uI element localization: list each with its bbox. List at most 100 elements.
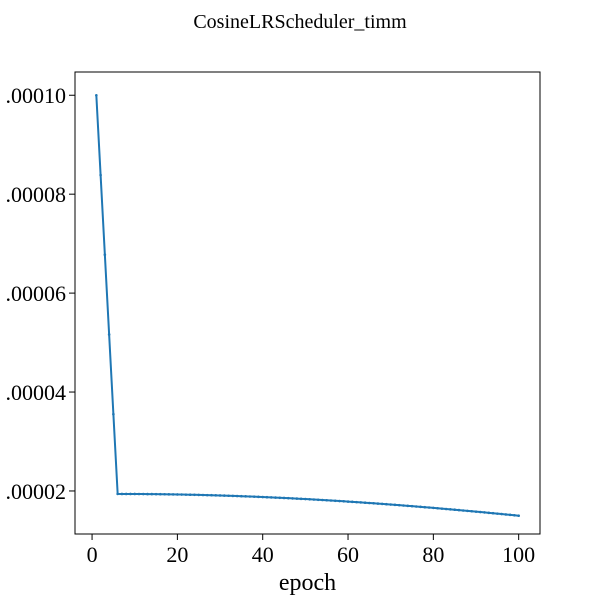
data-point	[359, 501, 363, 504]
data-point	[184, 493, 188, 496]
data-point	[248, 495, 252, 498]
data-point	[389, 503, 392, 506]
data-point	[312, 498, 316, 501]
x-tick-label: 80	[422, 542, 444, 567]
data-point	[461, 509, 465, 512]
data-point	[282, 496, 286, 500]
data-point	[385, 502, 388, 506]
data-point	[167, 493, 171, 496]
data-point	[201, 493, 205, 497]
data-point	[423, 505, 427, 509]
data-point	[466, 509, 469, 513]
data-point	[380, 502, 384, 506]
x-tick-label: 100	[502, 542, 535, 567]
data-point	[346, 500, 350, 503]
data-point	[393, 503, 397, 507]
data-point	[205, 493, 209, 497]
data-point	[107, 333, 111, 336]
x-tick-label: 20	[166, 542, 188, 567]
data-point	[368, 501, 371, 505]
data-point	[274, 496, 277, 499]
data-point	[95, 93, 98, 97]
data-point	[517, 514, 520, 517]
data-point	[210, 493, 213, 497]
data-point	[338, 499, 341, 503]
data-point	[188, 493, 192, 497]
plot-frame	[74, 71, 541, 535]
data-point	[432, 506, 435, 510]
data-point	[193, 493, 196, 497]
data-point	[457, 508, 461, 512]
data-point	[325, 498, 329, 502]
x-tick-label: 60	[337, 542, 359, 567]
data-point	[159, 492, 162, 496]
data-point	[223, 494, 226, 497]
data-point	[240, 494, 243, 498]
data-point	[227, 494, 230, 498]
data-point	[496, 512, 499, 515]
data-point	[146, 492, 149, 496]
data-point	[470, 509, 474, 513]
y-tick-label: .00010	[6, 83, 67, 108]
data-point	[244, 495, 247, 498]
data-point	[444, 507, 448, 511]
data-point	[299, 497, 303, 501]
data-point	[214, 494, 218, 497]
data-point	[154, 492, 158, 496]
data-point	[137, 492, 141, 496]
data-point	[163, 492, 166, 496]
data-point	[483, 511, 486, 514]
data-point	[342, 500, 346, 503]
data-point	[261, 495, 265, 499]
data-point	[99, 173, 102, 177]
data-point	[171, 493, 175, 496]
data-point	[265, 495, 269, 499]
data-point	[487, 511, 491, 515]
data-point	[500, 512, 503, 516]
data-point	[329, 499, 333, 502]
data-point	[402, 504, 405, 507]
data-point	[278, 496, 282, 500]
data-point	[440, 507, 444, 510]
series-line	[95, 95, 519, 517]
data-point	[257, 495, 260, 499]
data-point	[474, 510, 478, 513]
data-point	[150, 492, 154, 496]
data-point	[141, 492, 145, 496]
data-point	[414, 505, 418, 508]
data-point	[197, 493, 201, 497]
data-point	[133, 492, 137, 496]
data-point	[508, 513, 512, 517]
data-point	[355, 500, 358, 504]
data-point	[116, 492, 119, 496]
data-point	[295, 497, 299, 500]
y-tick-label: .00002	[6, 479, 67, 504]
data-point	[308, 497, 311, 501]
data-point	[218, 494, 222, 497]
data-point	[252, 495, 256, 498]
data-point	[120, 492, 124, 496]
data-point	[453, 508, 456, 512]
data-point	[316, 498, 320, 502]
data-point	[129, 492, 132, 496]
data-point	[321, 498, 324, 502]
data-point	[304, 497, 307, 501]
data-point	[406, 504, 410, 508]
data-point	[112, 412, 115, 416]
chart-title: CosineLRScheduler_timm	[193, 11, 407, 33]
series-group	[95, 93, 520, 517]
x-tick-label: 40	[252, 542, 274, 567]
data-point	[269, 496, 273, 499]
data-point	[419, 505, 422, 509]
y-axis: .00002 .00004 .00006 .00008 .00010	[6, 83, 75, 504]
data-point	[231, 494, 235, 498]
data-point	[449, 508, 452, 511]
x-axis: 0 20 40 60 80 100	[87, 534, 535, 567]
data-point	[376, 502, 380, 505]
x-axis-label: epoch	[279, 570, 336, 596]
data-point	[436, 506, 439, 510]
y-tick-label: .00008	[6, 182, 67, 207]
y-tick-label: .00004	[6, 380, 67, 405]
data-point	[363, 501, 367, 505]
data-point	[350, 500, 354, 504]
